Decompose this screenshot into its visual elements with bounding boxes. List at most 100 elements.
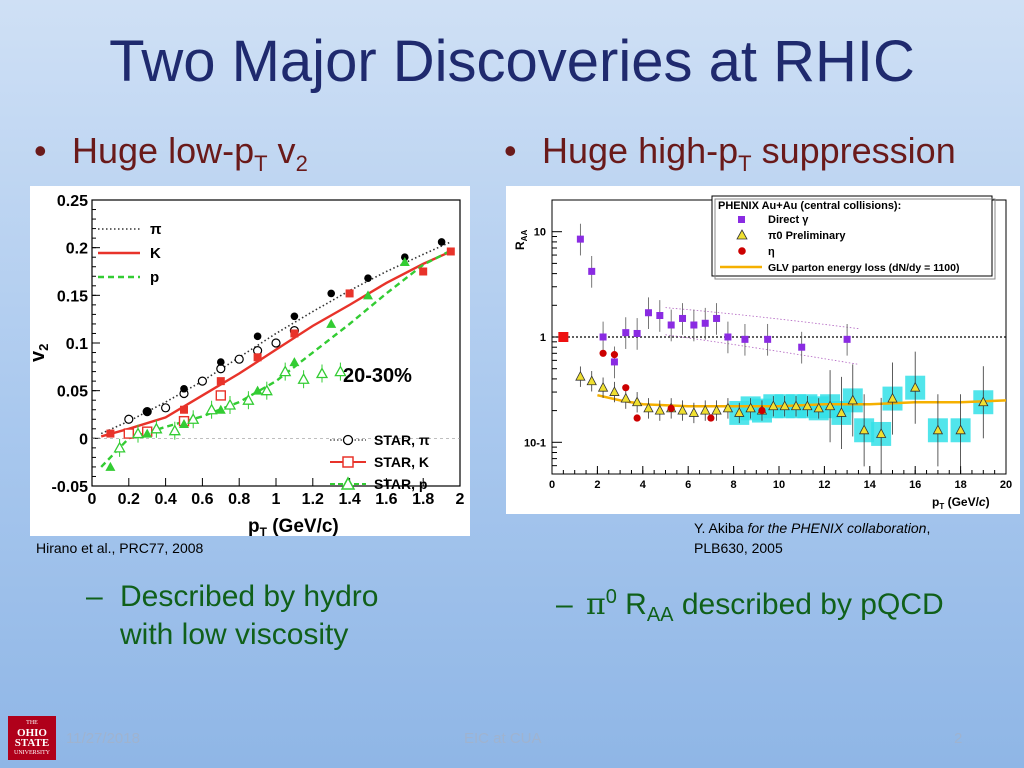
pi0-point xyxy=(887,392,898,403)
raa-x-tick-label: 10 xyxy=(773,479,785,491)
star-K-point xyxy=(419,267,428,276)
v2-y-tick-label: 0.15 xyxy=(57,288,88,305)
star-p-point xyxy=(363,290,373,300)
star-pi-point xyxy=(253,332,262,341)
direct-gamma-point xyxy=(610,358,618,366)
pi0-point xyxy=(575,370,586,381)
star-pi-open-point xyxy=(161,403,171,413)
pi0-point xyxy=(734,407,745,417)
star-pi-point xyxy=(143,407,151,416)
raa-y-tick-label: 1 xyxy=(540,332,546,344)
pi0-point xyxy=(677,404,688,415)
legend-pi-label: π xyxy=(150,221,162,238)
raa-x-tick-label: 18 xyxy=(954,479,966,491)
direct-gamma-band-upper xyxy=(665,307,859,330)
v2-x-axis-label: pT (GeV/c) xyxy=(248,516,339,536)
pi0-point xyxy=(700,404,711,415)
right-subbullet-r: R xyxy=(616,588,647,621)
star-K-open-point xyxy=(215,390,227,401)
right-subbullet-sub: AA xyxy=(646,604,674,626)
star-K-point xyxy=(345,289,354,298)
left-bullet-text: Huge low-p xyxy=(72,130,255,171)
star-pi-point xyxy=(327,289,336,298)
citation-collab: for the PHENIX collaboration xyxy=(747,520,927,536)
legend-star-p-label: STAR, p xyxy=(374,476,427,492)
left-subbullet-line2: with low viscosity xyxy=(120,618,349,651)
star-p-point xyxy=(289,357,300,367)
raa-x-tick-label: 16 xyxy=(909,479,921,491)
v2-model-legend: π K p xyxy=(98,221,162,286)
left-subbullet-dash: – xyxy=(86,580,103,613)
page-title: Two Major Discoveries at RHIC xyxy=(109,29,915,94)
pi0-point xyxy=(910,381,921,392)
star-p-open-point xyxy=(113,441,126,453)
eta-point xyxy=(610,351,619,359)
star-p-point xyxy=(252,385,263,395)
raa-x-tick-label: 0 xyxy=(549,479,555,491)
logo-line2: OHIO xyxy=(17,727,47,739)
eta-point xyxy=(599,349,607,357)
v2-x-tick-label: 1 xyxy=(272,491,281,508)
left-citation: Hirano et al., PRC77, 2008 xyxy=(36,540,204,556)
raa-x-tick-label: 20 xyxy=(1000,479,1012,491)
pi0-point xyxy=(643,402,654,413)
eta-point xyxy=(622,384,630,392)
v2-x-tick-label: 2 xyxy=(456,491,465,508)
raa-x-tick-label: 4 xyxy=(640,479,647,491)
v2-y-tick-label: 0.25 xyxy=(57,193,88,210)
star-pi-point xyxy=(217,358,225,366)
direct-gamma-point xyxy=(622,329,630,337)
left-bullet: • Huge low-pT v2 xyxy=(34,130,308,177)
legend-star-pi-label: STAR, π xyxy=(374,432,430,448)
direct-gamma-point xyxy=(599,333,607,341)
direct-gamma-point xyxy=(764,335,772,343)
normalization-box xyxy=(558,332,569,342)
right-subbullet-pi: π xyxy=(586,587,606,622)
direct-gamma-point xyxy=(724,333,732,341)
v2-x-tick-label: 1.4 xyxy=(338,491,360,508)
star-K-point xyxy=(290,329,299,338)
right-subbullet: – π0 RAA described by pQCD xyxy=(556,578,944,634)
pi0-point xyxy=(620,392,631,403)
star-pi-point xyxy=(180,384,188,393)
star-K-point xyxy=(106,429,115,438)
star-p-open-point xyxy=(131,427,145,439)
pi0-point xyxy=(790,400,802,411)
v2-y-tick-label: 0 xyxy=(79,431,88,448)
raa-x-tick-label: 14 xyxy=(864,479,877,491)
legend-K-label: K xyxy=(150,245,161,262)
pi0-point xyxy=(745,402,756,413)
v2-x-tick-label: 0.2 xyxy=(118,491,140,508)
legend-eta-label: η xyxy=(768,246,775,258)
pi0-point xyxy=(932,424,944,435)
raa-x-tick-label: 2 xyxy=(594,479,600,491)
star-p-point xyxy=(179,419,189,429)
star-p-open-point xyxy=(168,424,181,436)
direct-gamma-point xyxy=(798,343,806,351)
legend-p-label: p xyxy=(150,269,159,286)
raa-x-tick-label: 12 xyxy=(818,479,830,491)
legend-eta-marker xyxy=(738,247,746,255)
footer-page-number: 2 xyxy=(954,730,963,747)
eta-point xyxy=(758,407,766,415)
pi0-point xyxy=(978,396,989,407)
right-citation-line2: PLB630, 2005 xyxy=(694,540,783,556)
raa-x-tick-label: 6 xyxy=(685,479,691,491)
right-bullet: • Huge high-pT suppression xyxy=(504,130,956,177)
left-bullet-tail: v xyxy=(267,130,296,171)
pi0-point xyxy=(836,407,847,417)
star-pi-open-point xyxy=(197,376,207,386)
legend-pi0-label: π0 Preliminary xyxy=(768,230,846,242)
pi0-point xyxy=(802,400,813,411)
left-bullet-sub: T xyxy=(254,151,268,177)
star-pi-open-point xyxy=(234,354,244,364)
pi0-point xyxy=(875,428,887,438)
v2-x-tick-label: 1.6 xyxy=(375,491,397,508)
raa-y-tick-label: 10-1 xyxy=(524,437,546,449)
star-p-open-point xyxy=(260,384,273,396)
right-subbullet-tail: described by pQCD xyxy=(673,588,944,621)
pi0-point xyxy=(688,407,700,417)
star-pi-point xyxy=(437,238,446,246)
star-pi-point xyxy=(364,274,372,282)
raa-y-tick-label: 10 xyxy=(534,227,546,239)
